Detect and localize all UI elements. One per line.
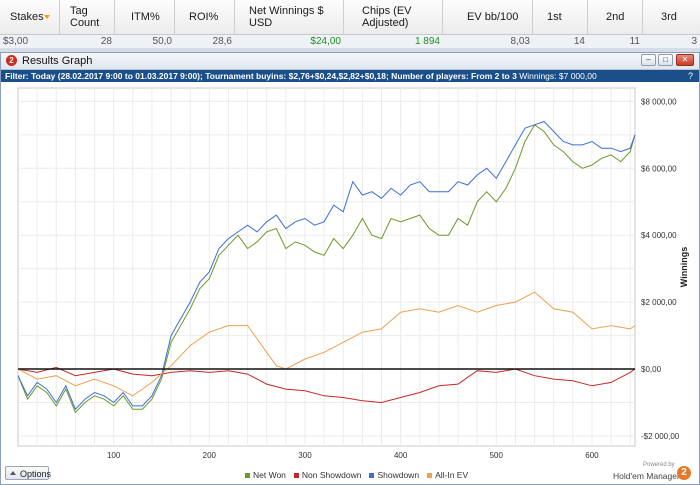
hm2-brand-icon: 2 xyxy=(677,466,691,480)
close-button[interactable]: ✕ xyxy=(676,54,694,66)
results-graph-window: 2 Results Graph – □ ✕ Filter: Today (28.… xyxy=(0,52,700,485)
legend-item: Showdown xyxy=(369,470,419,480)
column-header-net-winnings[interactable]: Net Winnings $ USD xyxy=(235,0,344,34)
series-line-all-in-ev xyxy=(17,291,636,397)
column-label: Chips (EV Adjusted) xyxy=(362,5,412,29)
y-tick-label: $4 000,00 xyxy=(641,231,677,240)
legend-item: Net Won xyxy=(245,470,286,480)
column-header-1st[interactable]: 1st xyxy=(533,0,588,34)
legend-item: All-In EV xyxy=(427,470,468,480)
table-row[interactable]: $3,00 28 50,0 28,6 $24,00 1 894 8,03 14 … xyxy=(0,35,700,48)
legend-label: Non Showdown xyxy=(301,470,362,480)
results-chart[interactable]: 100 200 300 400 500 600 $8 000,00 $6 000,00 $4 0… xyxy=(1,83,699,462)
brand-name: Hold'em Manager xyxy=(613,471,680,481)
column-header-itm[interactable]: ITM% xyxy=(115,0,175,34)
legend-swatch xyxy=(293,472,299,478)
legend-label: Showdown xyxy=(377,470,420,480)
cell-net-winnings: $24,00 xyxy=(310,36,341,47)
column-label: EV bb/100 xyxy=(467,11,519,23)
cell-itm: 50,0 xyxy=(152,36,172,47)
cell-roi: 28,6 xyxy=(212,36,232,47)
cell-chips-ev: 1 894 xyxy=(414,36,440,47)
column-header-ev-bb100[interactable]: EV bb/100 xyxy=(443,0,533,34)
column-label: Net Winnings $ USD xyxy=(249,5,324,29)
y-tick-label: $8 000,00 xyxy=(641,97,677,106)
legend-item: Non Showdown xyxy=(293,470,362,480)
cell-ev-bb100: 8,03 xyxy=(510,36,530,47)
options-button[interactable]: Options xyxy=(5,466,52,480)
column-label: ITM% xyxy=(131,11,160,23)
options-label: Options xyxy=(20,469,52,479)
x-tick-label: 400 xyxy=(394,451,408,460)
series-line-non-showdown xyxy=(17,366,636,404)
column-header-chips-ev[interactable]: Chips (EV Adjusted) xyxy=(344,0,443,34)
column-header-tag-count[interactable]: Tag Count xyxy=(60,0,115,34)
x-tick-label: 600 xyxy=(585,451,599,460)
cell-tag-count: 28 xyxy=(100,36,112,47)
x-tick-label: 500 xyxy=(490,451,504,460)
plot-area xyxy=(17,87,636,447)
filter-winnings: Winnings: $7 000,00 xyxy=(519,71,597,81)
column-label: Tag Count xyxy=(70,5,100,29)
series-line-showdown xyxy=(17,120,636,411)
y-tick-label: $6 000,00 xyxy=(641,164,677,173)
cell-3rd: 3 xyxy=(691,36,697,47)
hm2-logo-icon: 2 xyxy=(6,55,17,66)
column-label: 2nd xyxy=(606,11,625,23)
splitter[interactable] xyxy=(0,48,700,52)
y-tick-label: $0,00 xyxy=(641,365,662,374)
filter-text: Today (28.02.2017 9:00 to 01.03.2017 9:0… xyxy=(31,71,517,81)
legend-swatch xyxy=(245,472,250,478)
x-tick-label: 300 xyxy=(298,451,312,460)
x-tick-label: 200 xyxy=(203,451,217,460)
column-header-2nd[interactable]: 2nd xyxy=(588,0,643,34)
column-label: Stakes xyxy=(10,11,44,23)
x-tick-label: 100 xyxy=(107,451,121,460)
help-icon[interactable]: ? xyxy=(687,71,693,81)
powered-by-text: Powered by xyxy=(643,462,675,468)
expand-up-icon xyxy=(10,471,16,475)
cell-2nd: 11 xyxy=(629,36,640,47)
minimize-button[interactable]: – xyxy=(641,54,656,66)
y-tick-label: $2 000,00 xyxy=(641,298,677,307)
stats-table-header: Stakes Tag Count ITM% ROI% Net Winnings … xyxy=(0,0,700,35)
cell-stakes: $3,00 xyxy=(3,36,29,47)
sort-arrow-icon[interactable] xyxy=(44,15,50,19)
graph-footer: Options Net Won Non Showdown Showdown All-I… xyxy=(1,462,699,484)
column-header-roi[interactable]: ROI% xyxy=(175,0,235,34)
y-axis-label: Winnings xyxy=(679,247,689,287)
column-label: 1st xyxy=(547,11,562,23)
legend-label: All-In EV xyxy=(435,470,469,480)
legend-swatch xyxy=(369,472,375,478)
legend-swatch xyxy=(427,472,433,478)
window-title: Results Graph xyxy=(22,55,93,67)
window-titlebar[interactable]: 2 Results Graph – □ ✕ xyxy=(1,53,699,70)
column-header-stakes[interactable]: Stakes xyxy=(0,0,60,34)
column-label: 3rd xyxy=(661,11,677,23)
cell-1st: 14 xyxy=(573,36,585,47)
y-tick-label: -$2 000,00 xyxy=(641,432,680,441)
restore-button[interactable]: □ xyxy=(658,54,673,66)
column-label: ROI% xyxy=(189,11,219,23)
legend-label: Net Won xyxy=(253,470,286,480)
filter-prefix: Filter: xyxy=(5,71,29,81)
filter-bar[interactable]: Filter: Today (28.02.2017 9:00 to 01.03.… xyxy=(1,70,699,82)
series-line-net-won xyxy=(17,124,636,414)
column-header-3rd[interactable]: 3rd xyxy=(643,0,700,34)
chart-legend: Net Won Non Showdown Showdown All-In EV xyxy=(245,470,476,480)
